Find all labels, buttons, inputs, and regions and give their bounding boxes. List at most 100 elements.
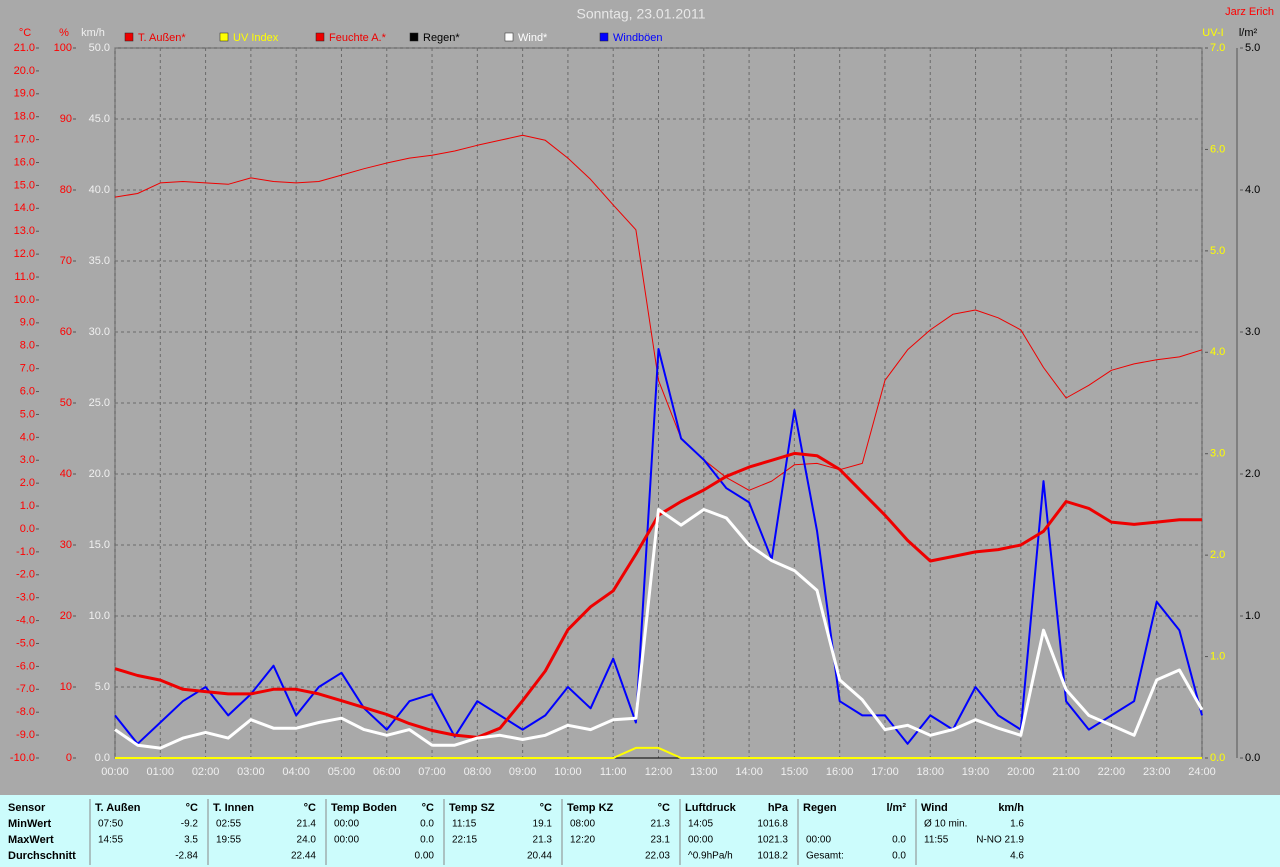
cell-label: Gesamt:	[806, 851, 844, 862]
y-tick-label: -2.0	[16, 569, 35, 581]
column-header: Regen	[803, 802, 837, 814]
y-tick-label: 3.0	[1210, 448, 1225, 460]
cell-label: 00:00	[688, 835, 713, 846]
y-tick-label: 40.0	[89, 184, 110, 196]
column-unit: °C	[540, 802, 552, 814]
y-tick-label: 12.0	[14, 248, 35, 260]
x-tick-label: 09:00	[509, 766, 537, 778]
series-line	[114, 508, 1204, 750]
cell-value: 0.0	[420, 835, 434, 846]
y-tick-label: 13.0	[14, 225, 35, 237]
cell-value: 0.00	[415, 851, 435, 862]
x-tick-label: 01:00	[147, 766, 175, 778]
axis-label: %	[59, 27, 69, 39]
column-unit: °C	[304, 802, 316, 814]
legend-label: Feuchte A.*	[329, 32, 387, 44]
cell-value: 0.0	[892, 835, 906, 846]
y-tick-label: 30	[60, 539, 72, 551]
y-tick-label: 80	[60, 184, 72, 196]
y-tick-label: 60	[60, 326, 72, 338]
y-tick-label: 7.0	[1210, 42, 1225, 54]
column-header: T. Außen	[95, 802, 141, 814]
cell-value: 21.3	[533, 835, 553, 846]
legend-label: UV Index	[233, 32, 279, 44]
y-tick-label: 6.0	[20, 385, 35, 397]
cell-label: 00:00	[334, 819, 359, 830]
x-tick-label: 24:00	[1188, 766, 1216, 778]
cell-label: 07:50	[98, 819, 123, 830]
y-tick-label: 10.0	[14, 294, 35, 306]
y-tick-label: 2.0	[20, 477, 35, 489]
y-tick-label: 15.0	[14, 179, 35, 191]
y-tick-label: -4.0	[16, 614, 35, 626]
y-tick-label: 2.0	[1245, 468, 1260, 480]
column-unit: °C	[658, 802, 670, 814]
x-tick-label: 04:00	[282, 766, 310, 778]
x-tick-label: 06:00	[373, 766, 401, 778]
y-tick-label: 100	[54, 42, 72, 54]
x-tick-label: 08:00	[464, 766, 492, 778]
y-tick-label: 0.0	[20, 523, 35, 535]
legend-label: Wind*	[518, 32, 548, 44]
y-tick-label: 20.0	[14, 65, 35, 77]
cell-value: 1016.8	[757, 819, 788, 830]
cell-value: 23.1	[651, 835, 671, 846]
y-tick-label: -6.0	[16, 660, 35, 672]
y-tick-label: 10.0	[89, 610, 110, 622]
y-tick-label: 19.0	[14, 88, 35, 100]
y-tick-label: 0.0	[1245, 752, 1260, 764]
cell-value: -2.84	[175, 851, 198, 862]
x-tick-label: 22:00	[1098, 766, 1126, 778]
x-tick-label: 16:00	[826, 766, 854, 778]
cell-label: Ø 10 min.	[924, 819, 967, 830]
y-tick-label: -3.0	[16, 592, 35, 604]
chart-title: Sonntag, 23.01.2011	[577, 6, 706, 22]
y-tick-label: 45.0	[89, 113, 110, 125]
x-tick-label: 21:00	[1052, 766, 1080, 778]
cell-value: N-NO 21.9	[976, 835, 1024, 846]
cell-label: 00:00	[334, 835, 359, 846]
x-tick-label: 23:00	[1143, 766, 1171, 778]
cell-value: 20.44	[527, 851, 552, 862]
y-tick-label: 70	[60, 255, 72, 267]
y-tick-label: 15.0	[89, 539, 110, 551]
legend-swatch	[409, 32, 419, 42]
column-unit: l/m²	[886, 802, 906, 814]
chart: Sonntag, 23.01.2011 Jarz Erich 00:00 01:0…	[9, 5, 1274, 778]
legend-swatch	[124, 32, 134, 42]
cell-label: 08:00	[570, 819, 595, 830]
x-tick-label: 14:00	[735, 766, 763, 778]
legend-swatch	[599, 32, 609, 42]
y-tick-label: 14.0	[14, 202, 35, 214]
cell-label: 22:15	[452, 835, 477, 846]
cell-value: 19.1	[533, 819, 553, 830]
legend-swatch	[315, 32, 325, 42]
axis-label: l/m²	[1239, 27, 1258, 39]
cell-value: 22.03	[645, 851, 670, 862]
y-tick-label: -9.0	[16, 729, 35, 741]
y-tick-label: 4.0	[20, 431, 35, 443]
cell-label: 12:20	[570, 835, 595, 846]
table-header: Sensor	[8, 802, 46, 814]
y-tick-label: -5.0	[16, 637, 35, 649]
y-tick-label: 35.0	[89, 255, 110, 267]
legend-swatch	[504, 32, 514, 42]
stats-table: Sensor MinWert MaxWert Durchschnitt T. Außen…	[0, 795, 1280, 867]
y-tick-label: -10.0	[10, 752, 35, 764]
y-tick-label: 40	[60, 468, 72, 480]
y-tick-label: 1.0	[1245, 610, 1260, 622]
axis-label: UV-I	[1202, 27, 1223, 39]
y-tick-label: 5.0	[95, 681, 110, 693]
y-tick-label: 7.0	[20, 363, 35, 375]
column-header: Wind	[921, 802, 948, 814]
x-tick-label: 02:00	[192, 766, 220, 778]
y-tick-label: 20	[60, 610, 72, 622]
y-tick-label: 0	[66, 752, 72, 764]
cell-value: 1018.2	[757, 851, 788, 862]
cell-value: 1.6	[1010, 819, 1024, 830]
cell-label: 11:15	[452, 819, 477, 830]
y-tick-label: -1.0	[16, 546, 35, 558]
y-tick-label: 9.0	[20, 317, 35, 329]
x-tick-label: 18:00	[916, 766, 944, 778]
